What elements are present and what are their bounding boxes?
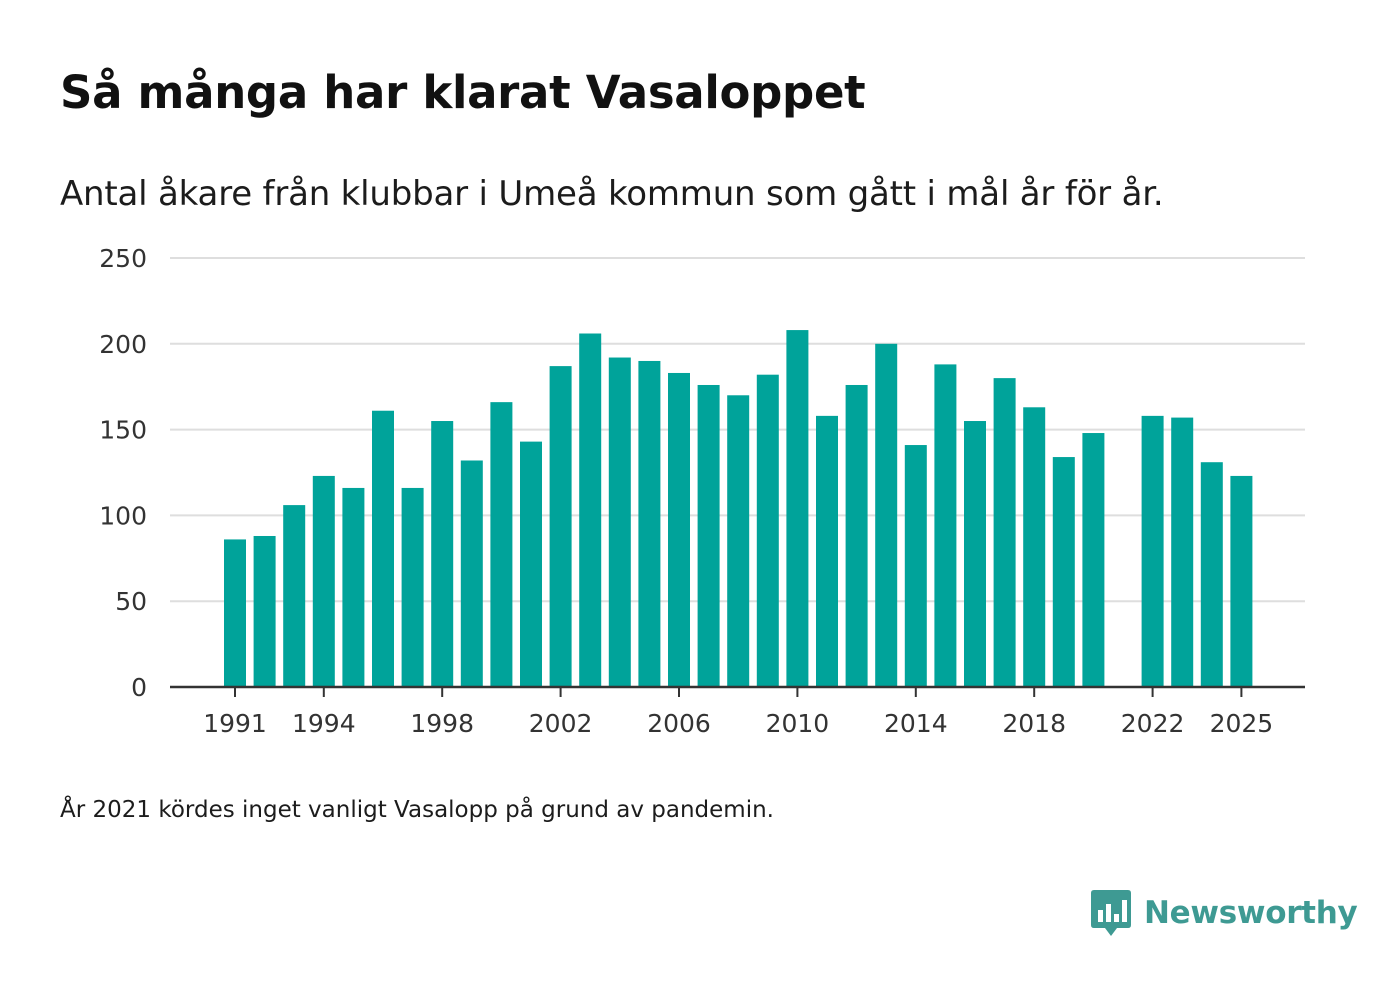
bar-1993 [283, 505, 306, 687]
x-tick-label: 2006 [647, 709, 711, 738]
bar-1999 [460, 460, 483, 687]
footnote: År 2021 kördes inget vanligt Vasalopp på… [60, 797, 774, 823]
bar-2003 [579, 333, 602, 687]
bar-2009 [756, 374, 779, 687]
bar-2006 [668, 372, 690, 687]
x-tick-label: 2022 [1121, 709, 1185, 738]
bar-2007 [697, 384, 720, 687]
y-tick-label: 250 [99, 244, 147, 273]
bar-2020 [1082, 433, 1105, 687]
bar-1995 [342, 487, 365, 687]
bar-1994 [312, 475, 335, 687]
bar-2014 [904, 445, 927, 687]
bar-2012 [845, 384, 868, 687]
bar-2002 [549, 366, 572, 687]
y-tick-label: 0 [131, 673, 147, 702]
newsworthy-logo-icon [1091, 890, 1131, 936]
x-tick-label: 2002 [529, 709, 593, 738]
bar-2023 [1171, 417, 1194, 687]
bar-2024 [1200, 462, 1223, 687]
y-tick-label: 150 [99, 416, 147, 445]
y-tick-label: 200 [99, 330, 147, 359]
bar-2019 [1052, 457, 1075, 687]
bar-1991 [224, 539, 246, 687]
bar-2025 [1230, 475, 1253, 687]
x-tick-label: 1998 [410, 709, 474, 738]
bar-2017 [993, 378, 1016, 687]
bar-2010 [786, 330, 809, 687]
bar-2016 [964, 421, 986, 687]
brand-name: Newsworthy [1144, 895, 1358, 931]
bar-2005 [638, 360, 661, 687]
bar-1996 [372, 410, 394, 687]
bar-2015 [934, 364, 957, 687]
bar-2018 [1023, 407, 1046, 687]
y-tick-label: 50 [115, 587, 147, 616]
x-tick-label: 2014 [884, 709, 948, 738]
bar-2004 [608, 357, 631, 687]
bar-2008 [727, 395, 750, 687]
brand-logo[interactable]: Newsworthy [1090, 888, 1358, 938]
bar-2000 [490, 402, 513, 687]
x-tick-label: 2025 [1210, 709, 1274, 738]
y-tick-label: 100 [99, 501, 147, 530]
chart-subtitle: Antal åkare från klubbar i Umeå kommun s… [60, 174, 1164, 214]
bar-1997 [401, 487, 424, 687]
bar-2022 [1141, 415, 1164, 687]
x-tick-label: 2018 [1002, 709, 1066, 738]
chart-title: Så många har klarat Vasaloppet [60, 66, 866, 119]
bar-2013 [875, 343, 898, 687]
bar-2001 [520, 441, 542, 687]
bar-1998 [431, 421, 454, 687]
bar-1992 [253, 535, 276, 687]
x-tick-label: 2010 [766, 709, 830, 738]
bar-2011 [816, 415, 838, 687]
x-tick-label: 1994 [292, 709, 356, 738]
x-tick-label: 1991 [203, 709, 267, 738]
